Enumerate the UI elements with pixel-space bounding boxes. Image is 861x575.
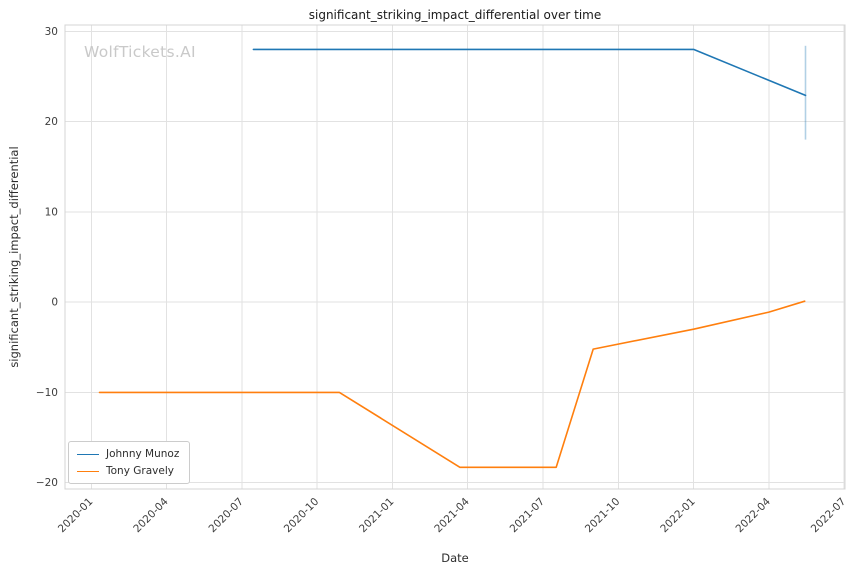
watermark: WolfTickets.AI: [84, 43, 196, 61]
x-tick-label: 2020-01: [56, 496, 96, 536]
plot-area: [65, 25, 845, 489]
legend-label: Tony Gravely: [106, 465, 174, 477]
legend-label: Johnny Munoz: [106, 448, 180, 460]
y-tick-label: −10: [36, 387, 58, 399]
x-tick-label: 2020-07: [207, 496, 247, 536]
x-tick-label: 2022-07: [809, 496, 849, 536]
x-tick-label: 2021-07: [508, 496, 548, 536]
legend: Johnny Munoz Tony Gravely: [68, 441, 191, 484]
x-axis-label: Date: [441, 551, 469, 565]
y-axis-label: significant_striking_impact_differential: [7, 146, 21, 368]
y-tick-label: 20: [45, 116, 58, 128]
x-tick-label: 2020-04: [131, 495, 171, 535]
series-line-1: [98, 300, 806, 469]
y-tick-label: 30: [45, 26, 58, 38]
x-tick-label: 2020-10: [282, 496, 322, 536]
legend-item: Tony Gravely: [77, 465, 179, 477]
x-tick-label: 2021-01: [357, 496, 397, 536]
y-tick-label: 0: [51, 297, 58, 309]
legend-line-swatch: [77, 470, 99, 472]
y-tick-label: −20: [36, 477, 58, 489]
series-line-0: [252, 48, 807, 97]
chart-title: significant_striking_impact_differential…: [308, 8, 602, 22]
legend-line-swatch: [77, 453, 99, 455]
x-tick-label: 2021-04: [432, 495, 472, 535]
x-tick-label: 2022-04: [734, 495, 774, 535]
x-tick-label: 2022-01: [658, 496, 698, 536]
y-tick-label: 10: [45, 206, 58, 218]
legend-item: Johnny Munoz: [77, 448, 179, 460]
plot-border: [64, 24, 846, 490]
x-tick-label: 2021-10: [583, 496, 623, 536]
